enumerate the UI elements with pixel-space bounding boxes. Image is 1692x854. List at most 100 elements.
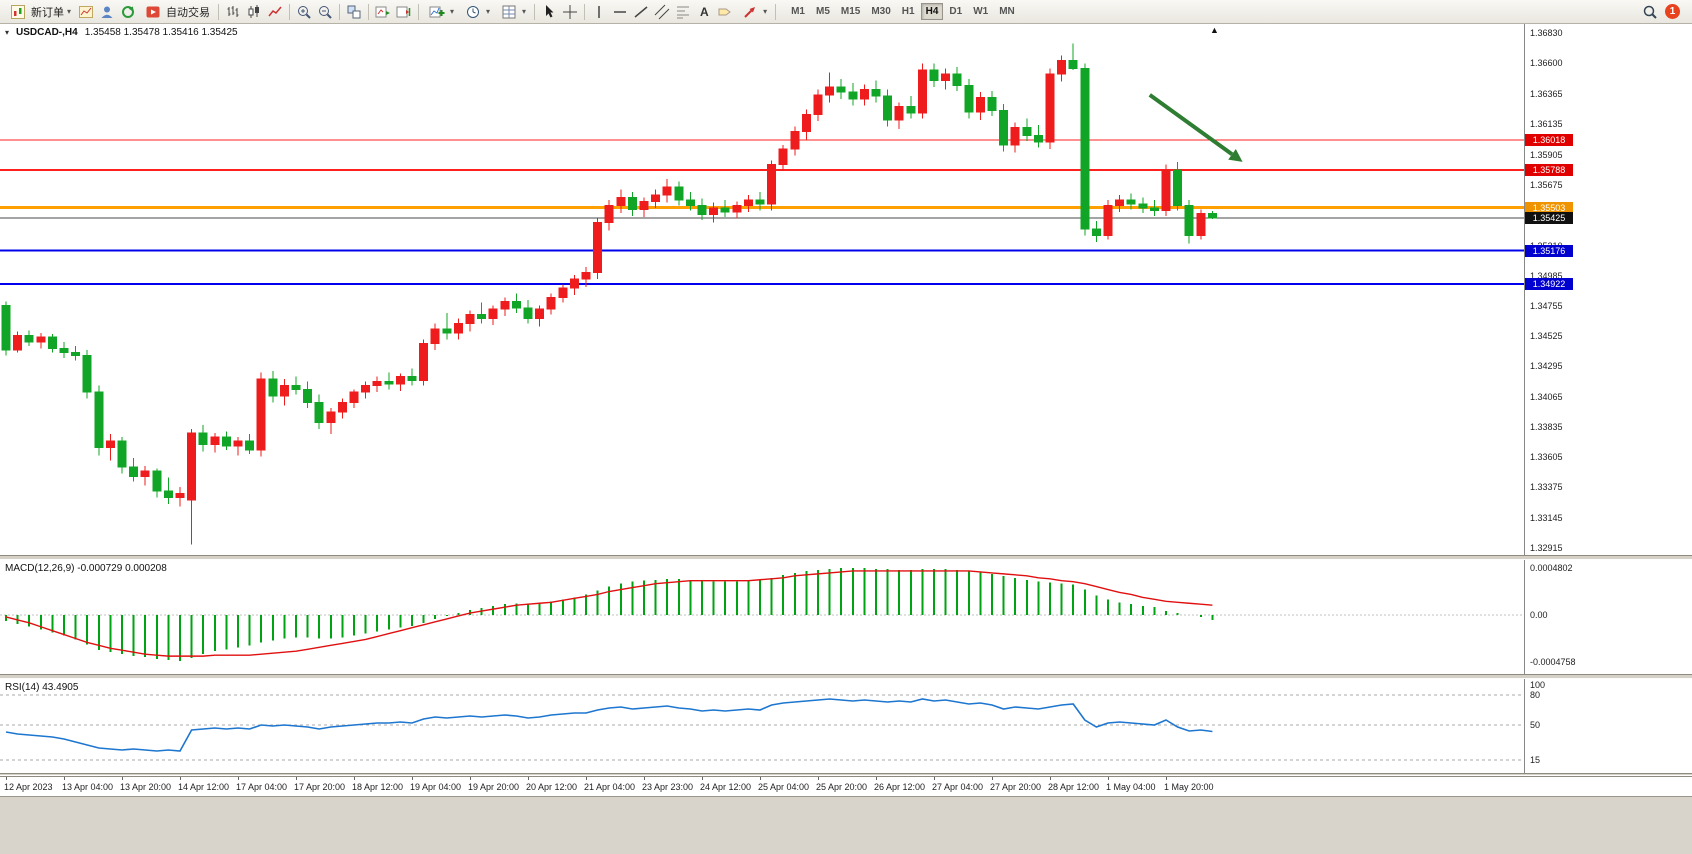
bar-chart-icon[interactable] bbox=[223, 2, 243, 22]
price-tick: 1.35905 bbox=[1530, 149, 1563, 160]
text-icon[interactable]: A bbox=[694, 2, 714, 22]
price-tick: 1.33835 bbox=[1530, 421, 1563, 432]
pane-splitter[interactable] bbox=[0, 773, 1692, 776]
chevron-down-icon: ▾ bbox=[486, 6, 491, 16]
price-tick: 1.33605 bbox=[1530, 452, 1563, 463]
cursor-icon[interactable] bbox=[539, 2, 559, 22]
search-icon[interactable] bbox=[1640, 2, 1660, 22]
time-label: 18 Apr 12:00 bbox=[352, 782, 404, 792]
new-order-icon bbox=[8, 2, 28, 22]
time-tick bbox=[876, 777, 877, 780]
toolbar-separator bbox=[584, 3, 586, 20]
new-order-label: 新订单 bbox=[31, 6, 64, 19]
time-label: 28 Apr 12:00 bbox=[1048, 782, 1100, 792]
timeframe-w1-button[interactable]: W1 bbox=[968, 3, 993, 20]
channel-icon[interactable] bbox=[652, 2, 672, 22]
indicators-button[interactable]: ▾ bbox=[423, 0, 458, 24]
timeframe-h4-button[interactable]: H4 bbox=[920, 3, 944, 20]
rsi-label: RSI(14) 43.4905 bbox=[5, 682, 79, 693]
clock-icon bbox=[463, 2, 483, 22]
chevron-down-icon: ▾ bbox=[450, 6, 455, 16]
time-label: 13 Apr 20:00 bbox=[120, 782, 172, 792]
macd-tick: 0.00 bbox=[1530, 610, 1548, 620]
templates-button[interactable]: ▾ bbox=[495, 0, 530, 24]
ohlc-values: 1.35458 1.35478 1.35416 1.35425 bbox=[84, 27, 238, 38]
time-tick bbox=[238, 777, 239, 780]
time-axis[interactable]: 12 Apr 2023 13 Apr 04:00 13 Apr 20:00 14 Ap… bbox=[0, 776, 1692, 796]
price-tick: 1.33375 bbox=[1530, 482, 1563, 493]
pane-splitter[interactable] bbox=[0, 555, 1692, 560]
timeframe-group: M1 M5 M15 M30 H1 H4 D1 W1 MN bbox=[786, 3, 1020, 20]
price-tick: 1.36365 bbox=[1530, 89, 1563, 100]
timeframe-m1-button[interactable]: M1 bbox=[786, 3, 810, 20]
arrows-button[interactable]: ▾ bbox=[736, 0, 771, 24]
horizontal-line-icon[interactable] bbox=[610, 2, 630, 22]
chart-menu-icon[interactable]: ▾ bbox=[5, 28, 10, 37]
profiles-icon[interactable] bbox=[97, 2, 117, 22]
zoom-in-icon[interactable] bbox=[294, 2, 314, 22]
pane-splitter[interactable] bbox=[0, 674, 1692, 679]
rsi-pane[interactable]: RSI(14) 43.4905 bbox=[0, 679, 1524, 773]
macd-canvas[interactable] bbox=[0, 560, 1524, 674]
toolbar-separator bbox=[368, 3, 370, 20]
timeframe-mn-button[interactable]: MN bbox=[994, 3, 1020, 20]
price-tick: 1.34065 bbox=[1530, 391, 1563, 402]
time-label: 17 Apr 20:00 bbox=[294, 782, 346, 792]
auto-update-icon[interactable] bbox=[118, 2, 138, 22]
timeframe-d1-button[interactable]: D1 bbox=[944, 3, 967, 20]
timeframe-m15-button[interactable]: M15 bbox=[836, 3, 865, 20]
time-label: 26 Apr 12:00 bbox=[874, 782, 926, 792]
time-label: 27 Apr 04:00 bbox=[932, 782, 984, 792]
window-bottom-area bbox=[0, 796, 1692, 854]
macd-tick: -0.0004758 bbox=[1530, 656, 1576, 667]
price-line-badge: 1.35425 bbox=[1525, 211, 1573, 224]
crosshair-icon[interactable] bbox=[560, 2, 580, 22]
time-label: 1 May 20:00 bbox=[1164, 782, 1214, 792]
tile-windows-icon[interactable] bbox=[344, 2, 364, 22]
new-order-button[interactable]: 新订单 ▾ bbox=[4, 0, 75, 24]
periods-button[interactable]: ▾ bbox=[459, 0, 494, 24]
chevron-down-icon: ▾ bbox=[522, 6, 527, 16]
rsi-canvas[interactable] bbox=[0, 679, 1524, 773]
candlestick-chart-icon[interactable] bbox=[244, 2, 264, 22]
time-tick bbox=[992, 777, 993, 780]
text-label-icon[interactable] bbox=[715, 2, 735, 22]
timeframe-h1-button[interactable]: H1 bbox=[897, 3, 920, 20]
time-label: 14 Apr 12:00 bbox=[178, 782, 230, 792]
time-label: 25 Apr 20:00 bbox=[816, 782, 868, 792]
fibonacci-icon[interactable] bbox=[673, 2, 693, 22]
main-chart-canvas[interactable] bbox=[0, 24, 1524, 555]
auto-trading-button[interactable]: 自动交易 bbox=[139, 0, 214, 24]
timeframe-m5-button[interactable]: M5 bbox=[811, 3, 835, 20]
zoom-out-icon[interactable] bbox=[315, 2, 335, 22]
time-label: 23 Apr 23:00 bbox=[642, 782, 694, 792]
price-axis[interactable]: 1.36830 1.36600 1.36365 1.36135 1.35905 1.356… bbox=[1524, 24, 1692, 796]
line-chart-icon[interactable] bbox=[265, 2, 285, 22]
toolbar-separator bbox=[534, 3, 536, 20]
notification-badge[interactable]: 1 bbox=[1665, 4, 1680, 19]
chart-shift-icon[interactable] bbox=[394, 2, 414, 22]
trendline-icon[interactable] bbox=[631, 2, 651, 22]
macd-pane[interactable]: MACD(12,26,9) -0.000729 0.000208 bbox=[0, 560, 1524, 674]
indicators-icon bbox=[427, 2, 447, 22]
time-tick bbox=[354, 777, 355, 780]
price-line-badge: 1.35788 bbox=[1525, 164, 1573, 177]
vertical-line-icon[interactable] bbox=[589, 2, 609, 22]
time-label: 13 Apr 04:00 bbox=[62, 782, 114, 792]
timeframe-m30-button[interactable]: M30 bbox=[866, 3, 895, 20]
toolbar-separator bbox=[289, 3, 291, 20]
chevron-down-icon: ▾ bbox=[763, 6, 768, 16]
time-tick bbox=[586, 777, 587, 780]
chart-title-row: ▾ USDCAD-,H4 1.35458 1.35478 1.35416 1.3… bbox=[5, 27, 238, 38]
rsi-tick: 80 bbox=[1530, 690, 1541, 700]
time-label: 27 Apr 20:00 bbox=[990, 782, 1042, 792]
main-chart-pane[interactable]: ▾ USDCAD-,H4 1.35458 1.35478 1.35416 1.3… bbox=[0, 24, 1524, 555]
panel-collapse-arrow[interactable]: ▲ bbox=[1210, 25, 1219, 35]
new-chart-icon[interactable] bbox=[76, 2, 96, 22]
main-toolbar: 新订单 ▾ 自动交易 ▾ ▾ ▾ A ▾ M1 bbox=[0, 0, 1692, 24]
templates-icon bbox=[499, 2, 519, 22]
auto-scroll-icon[interactable] bbox=[373, 2, 393, 22]
time-tick bbox=[528, 777, 529, 780]
time-label: 1 May 04:00 bbox=[1106, 782, 1156, 792]
arrow-tool-icon bbox=[740, 2, 760, 22]
